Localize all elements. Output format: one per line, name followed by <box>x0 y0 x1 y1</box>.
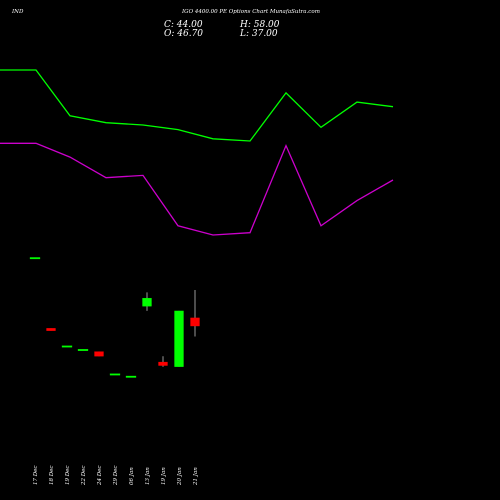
upper-indicator-line <box>0 69 394 142</box>
candle-body <box>29 257 41 260</box>
x-tick-label: 18 Dec <box>49 466 55 486</box>
candle-body <box>174 310 184 367</box>
low-value: L: 37.00 <box>240 29 278 39</box>
x-tick-label: 13 Jan <box>145 467 151 485</box>
x-tick-label: 17 Dec <box>33 466 39 486</box>
symbol-label: IND <box>12 9 24 15</box>
candle-body <box>190 317 200 327</box>
open-value: O: 46.70 <box>164 29 204 39</box>
candle-body <box>125 375 137 378</box>
high-value: H: 58.00 <box>240 20 280 30</box>
candle-body <box>109 373 121 376</box>
lower-indicator-line <box>0 142 394 236</box>
x-tick-label: 24 Dec <box>97 466 103 487</box>
x-tick-label: 29 Dec <box>113 466 119 487</box>
x-tick-label: 19 Jan <box>161 467 167 485</box>
x-tick-label: 22 Dec <box>81 466 87 487</box>
x-tick-label: 19 Dec <box>65 466 71 486</box>
candle-body <box>77 349 89 351</box>
candle-body <box>94 351 104 357</box>
chart-subtitle: IGO 4400.00 PE Options Chart MunafaSutra… <box>182 9 320 15</box>
close-value: C: 44.00 <box>164 20 203 30</box>
x-tick-label: 06 Jan <box>129 467 135 485</box>
x-tick-label: 21 Jan <box>193 467 199 486</box>
candle-body <box>61 345 73 348</box>
x-tick-label: 20 Jan <box>177 467 183 486</box>
candle-body <box>46 328 56 331</box>
candle-body <box>158 361 168 366</box>
candle-body <box>142 297 152 307</box>
